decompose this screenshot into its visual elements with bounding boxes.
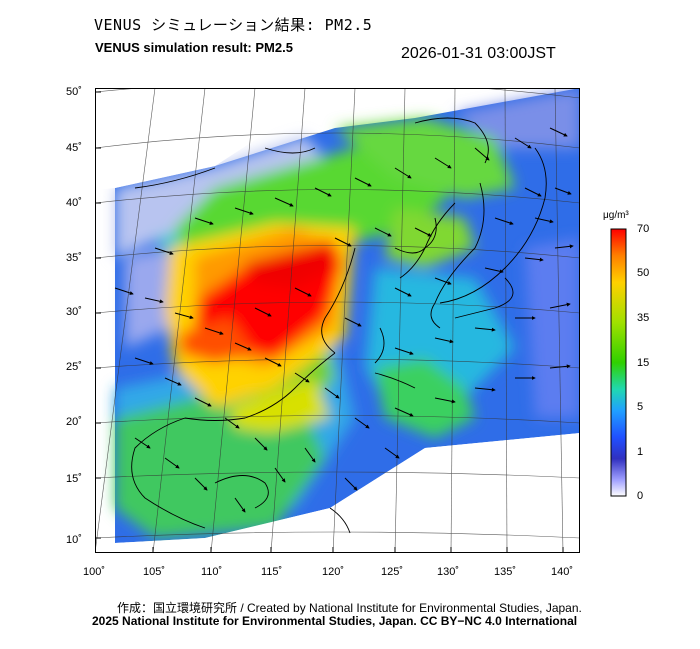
pm25-map xyxy=(95,88,580,553)
lon-label: 120˚ xyxy=(322,566,345,578)
axis-ticks xyxy=(95,91,564,553)
colorbar-unit: μg/m³ xyxy=(603,210,629,221)
lon-label: 115˚ xyxy=(261,566,283,578)
colorbar-tick: 1 xyxy=(637,446,644,458)
lon-label: 100˚ xyxy=(83,566,106,578)
colorbar-tick: 35 xyxy=(637,312,650,324)
colorbar-tick: 15 xyxy=(637,357,650,369)
lon-label: 110˚ xyxy=(201,566,223,578)
colorbar-tick: 0 xyxy=(637,490,644,502)
lat-label: 30˚ xyxy=(66,306,82,318)
lon-label: 125˚ xyxy=(381,566,404,578)
lat-label: 35˚ xyxy=(66,252,82,264)
lat-label: 25˚ xyxy=(66,361,82,373)
colorbar-tick: 70 xyxy=(637,223,650,235)
lon-label: 135˚ xyxy=(494,566,517,578)
lat-label: 50˚ xyxy=(66,86,82,98)
colorbar-tick: 5 xyxy=(637,401,644,413)
lon-label: 130˚ xyxy=(437,566,460,578)
coastlines xyxy=(131,117,547,534)
lat-label: 15˚ xyxy=(66,473,82,485)
title-japanese: VENUS シミュレーション結果: PM2.5 xyxy=(94,16,373,34)
lat-label: 10˚ xyxy=(66,534,82,546)
timestamp: 2026-01-31 03:00JST xyxy=(401,45,556,62)
credit-text: 作成：国立環境研究所 / Created by National Institu… xyxy=(117,601,582,615)
lat-label: 40˚ xyxy=(66,197,82,209)
wind-vectors xyxy=(114,127,574,513)
colorbar xyxy=(610,228,627,497)
graticule xyxy=(95,88,580,553)
colorbar-tick: 50 xyxy=(637,267,650,279)
lon-label: 105˚ xyxy=(143,566,166,578)
lat-label: 45˚ xyxy=(66,142,82,154)
lon-label: 140˚ xyxy=(551,566,574,578)
lat-label: 20˚ xyxy=(66,416,82,428)
copyright-text: 2025 National Institute for Environmenta… xyxy=(92,614,578,628)
title-english: VENUS simulation result: PM2.5 xyxy=(95,40,293,55)
